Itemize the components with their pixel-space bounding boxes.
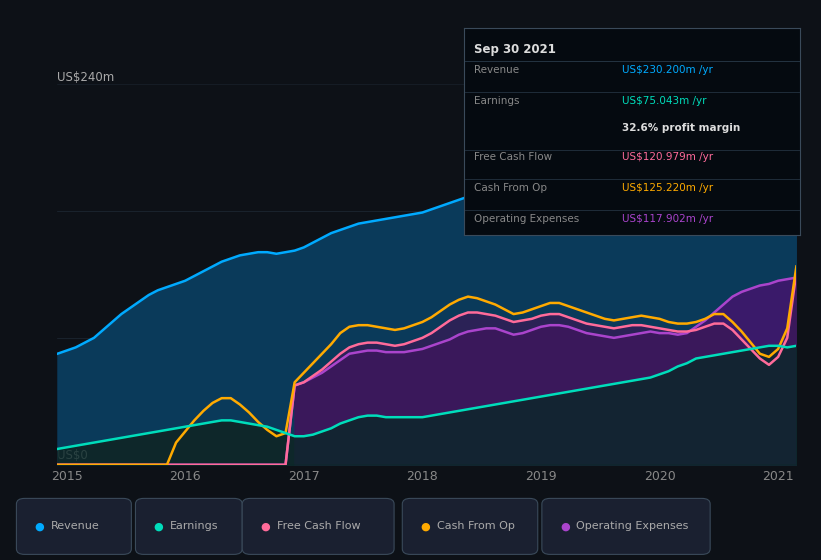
Text: Cash From Op: Cash From Op [437, 521, 515, 531]
Text: ●: ● [34, 521, 44, 531]
Text: Earnings: Earnings [474, 96, 520, 106]
Text: US$117.902m /yr: US$117.902m /yr [622, 214, 713, 225]
Text: Earnings: Earnings [170, 521, 218, 531]
Text: US$75.043m /yr: US$75.043m /yr [622, 96, 707, 106]
Text: Cash From Op: Cash From Op [474, 184, 547, 193]
Text: Revenue: Revenue [51, 521, 99, 531]
Text: US$120.979m /yr: US$120.979m /yr [622, 152, 713, 162]
Text: 32.6% profit margin: 32.6% profit margin [622, 123, 741, 133]
Text: Operating Expenses: Operating Expenses [474, 214, 579, 225]
Text: US$125.220m /yr: US$125.220m /yr [622, 184, 713, 193]
Text: ●: ● [154, 521, 163, 531]
Text: US$0: US$0 [57, 449, 88, 461]
Text: ●: ● [420, 521, 430, 531]
Text: ●: ● [560, 521, 570, 531]
Text: Operating Expenses: Operating Expenses [576, 521, 689, 531]
Text: Free Cash Flow: Free Cash Flow [277, 521, 360, 531]
Text: ●: ● [260, 521, 270, 531]
Text: Sep 30 2021: Sep 30 2021 [474, 43, 556, 55]
Text: Free Cash Flow: Free Cash Flow [474, 152, 552, 162]
Text: US$240m: US$240m [57, 71, 115, 84]
Text: US$230.200m /yr: US$230.200m /yr [622, 66, 713, 75]
Text: Revenue: Revenue [474, 66, 519, 75]
